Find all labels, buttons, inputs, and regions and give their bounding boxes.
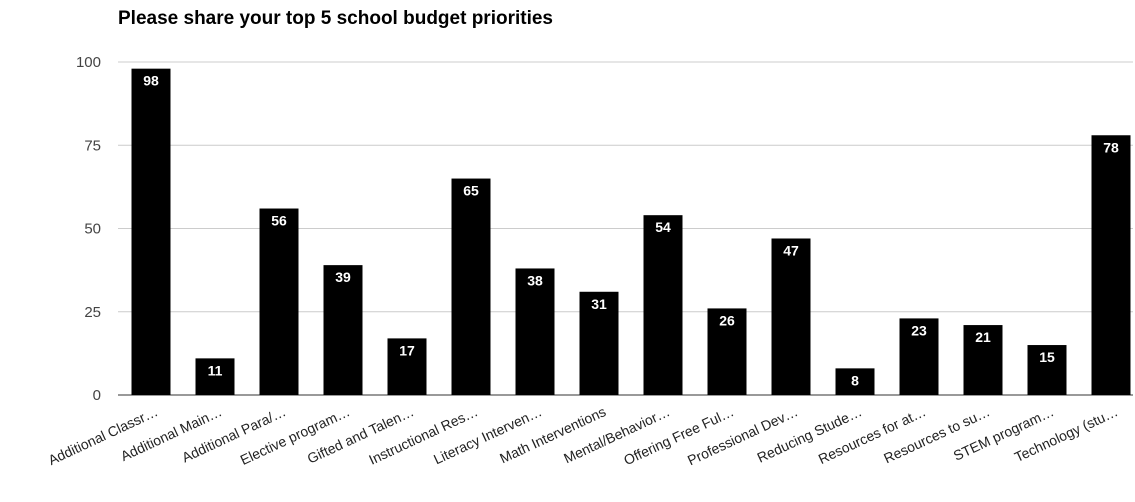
y-tick-label: 100: [76, 54, 101, 71]
bar: [643, 215, 683, 395]
y-tick-label: 0: [93, 387, 101, 404]
x-category-label: Mental/Behavior…: [561, 403, 672, 466]
data-label: 78: [1103, 139, 1119, 155]
x-category-label: Elective program…: [238, 403, 353, 468]
bar: [451, 178, 491, 395]
data-label: 21: [975, 329, 991, 345]
bar: [515, 268, 555, 395]
data-label: 98: [143, 73, 159, 89]
bar: [707, 308, 747, 395]
data-label: 38: [527, 272, 543, 288]
y-tick-label: 25: [84, 304, 101, 321]
x-category-label: Literacy Interven…: [431, 403, 544, 467]
data-labels: 98 11 56 39 17 65 38 31 54 26 47 8 23 21 15 78: [143, 73, 1119, 389]
bar: [771, 238, 811, 395]
chart-title: Please share your top 5 school budget pr…: [118, 8, 553, 29]
bar: [387, 338, 427, 395]
y-axis-tick-labels: 0 25 50 75 100: [76, 54, 101, 404]
data-label: 47: [783, 242, 799, 258]
x-category-label: Reducing Stude…: [755, 403, 865, 466]
data-label: 15: [1039, 349, 1055, 365]
x-category-label: Resources for at…: [816, 403, 929, 467]
y-tick-label: 75: [84, 137, 101, 154]
bar: [131, 68, 171, 395]
data-label: 54: [655, 219, 671, 235]
bar: [579, 291, 619, 395]
bar: [195, 358, 235, 395]
x-category-label: Instructional Res…: [366, 403, 480, 467]
bar: [1091, 135, 1131, 395]
data-label: 65: [463, 183, 479, 199]
x-category-label: Gifted and Talen…: [305, 403, 417, 466]
x-category-label: Offering Free Ful…: [621, 403, 736, 468]
y-tick-label: 50: [84, 221, 101, 238]
data-label: 11: [208, 362, 223, 378]
data-label: 23: [911, 322, 927, 338]
bar: [323, 265, 363, 395]
bar: [259, 208, 299, 395]
x-axis-category-labels: Additional Classr…Additional Main…Additi…: [46, 403, 1121, 468]
data-label: 39: [335, 269, 351, 285]
bar: [835, 368, 875, 395]
x-category-label: Professional Dev…: [685, 403, 800, 468]
bar: [963, 325, 1003, 395]
bar: [1027, 345, 1067, 395]
x-category-label: Math Interventions: [497, 403, 608, 466]
data-label: 31: [591, 296, 607, 312]
data-label: 26: [719, 312, 735, 328]
data-label: 8: [851, 372, 859, 388]
x-category-label: Resources to su…: [881, 403, 992, 466]
data-label: 56: [271, 213, 287, 229]
x-category-label: Additional Classr…: [46, 403, 161, 468]
bar: [899, 318, 939, 395]
bars: [131, 68, 1131, 395]
data-label: 17: [399, 342, 415, 358]
